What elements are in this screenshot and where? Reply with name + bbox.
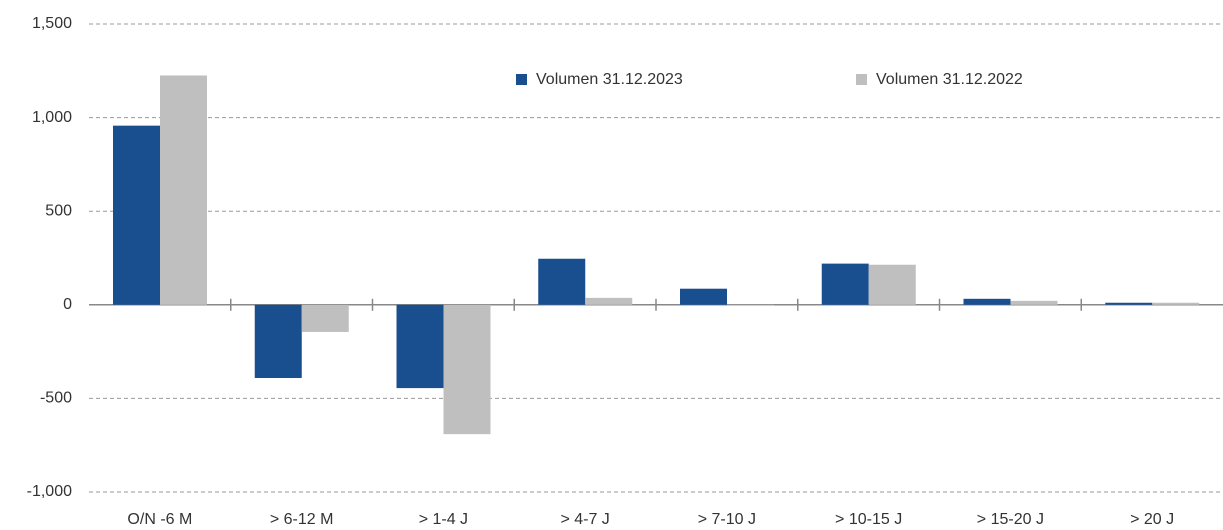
x-tick-label: > 10-15 J <box>835 511 902 528</box>
y-tick-label: 1,000 <box>32 109 72 126</box>
bar <box>821 263 869 305</box>
bar <box>1010 300 1058 305</box>
bar <box>963 298 1011 305</box>
bar <box>1152 302 1200 305</box>
x-tick-label: > 20 J <box>1130 511 1174 528</box>
bar <box>254 304 302 378</box>
x-tick-label: > 6-12 M <box>270 511 334 528</box>
y-tick-label: 500 <box>45 202 72 219</box>
x-tick-label: O/N -6 M <box>127 511 192 528</box>
legend-label: Volumen 31.12.2022 <box>876 71 1023 88</box>
y-tick-label: 0 <box>63 296 72 313</box>
bar <box>680 288 727 305</box>
x-tick-label: > 7-10 J <box>698 511 756 528</box>
bar <box>443 304 491 435</box>
bar <box>301 304 349 332</box>
y-tick-label: -1,000 <box>27 483 72 500</box>
y-tick-label: -500 <box>40 390 72 407</box>
bar <box>396 304 444 389</box>
x-tick-label: > 4-7 J <box>560 511 609 528</box>
x-tick-label: > 15-20 J <box>977 511 1044 528</box>
bar <box>868 264 916 305</box>
x-tick-label: > 1-4 J <box>419 511 468 528</box>
bar <box>113 125 160 305</box>
legend-swatch <box>856 74 867 85</box>
legend-swatch <box>516 74 527 85</box>
bar <box>727 304 774 306</box>
bar <box>538 258 586 305</box>
y-tick-label: 1,500 <box>32 15 72 32</box>
bar <box>1105 302 1153 305</box>
bar <box>585 297 633 305</box>
bar <box>160 75 207 305</box>
legend-label: Volumen 31.12.2023 <box>536 71 683 88</box>
